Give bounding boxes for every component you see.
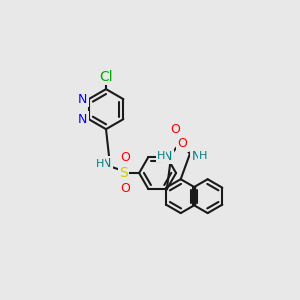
- Text: S: S: [119, 166, 128, 180]
- Text: O: O: [120, 151, 130, 164]
- Text: N: N: [78, 113, 87, 126]
- Text: O: O: [177, 137, 187, 150]
- Text: N: N: [102, 157, 112, 170]
- Text: N: N: [78, 93, 87, 106]
- Text: O: O: [120, 182, 130, 195]
- Text: O: O: [170, 123, 180, 136]
- Text: H: H: [96, 159, 104, 169]
- Text: H: H: [157, 151, 165, 161]
- Text: Cl: Cl: [99, 70, 113, 84]
- Text: N: N: [191, 150, 201, 163]
- Text: H: H: [199, 151, 207, 161]
- Text: N: N: [163, 150, 172, 163]
